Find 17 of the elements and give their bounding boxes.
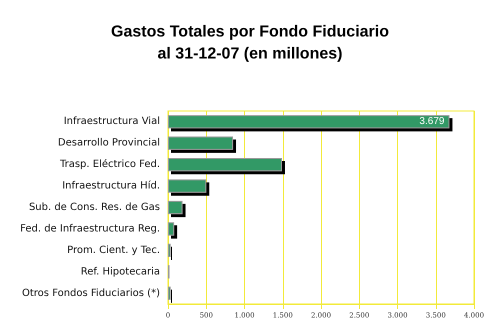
bar — [168, 179, 206, 193]
data-label: 3.679 — [419, 116, 445, 128]
y-tick-label: Otros Fondos Fiduciarios (*) — [22, 288, 160, 299]
bar — [168, 136, 234, 150]
bar — [168, 200, 183, 214]
y-tick-label: Prom. Cient. y Tec. — [67, 244, 160, 256]
y-tick-label: Infraestructura Híd. — [62, 180, 160, 192]
y-tick-label: Sub. de Cons. Res. de Gas — [28, 202, 160, 213]
y-tick-label: Infraestructura Vial — [64, 116, 160, 128]
y-tick-label: Trasp. Eléctrico Fed. — [58, 159, 160, 170]
bar — [168, 115, 450, 128]
bar — [168, 222, 174, 236]
chart-title: Gastos Totales por Fondo Fiduciario al 31-12-07 (en millones) — [111, 24, 390, 62]
y-tick-label: Desarrollo Provincial — [58, 138, 160, 149]
y-tick-label: Ref. Hipotecaria — [80, 266, 160, 278]
bar — [168, 158, 282, 172]
y-tick-label: Fed. de Infraestructura Reg. — [20, 223, 160, 234]
